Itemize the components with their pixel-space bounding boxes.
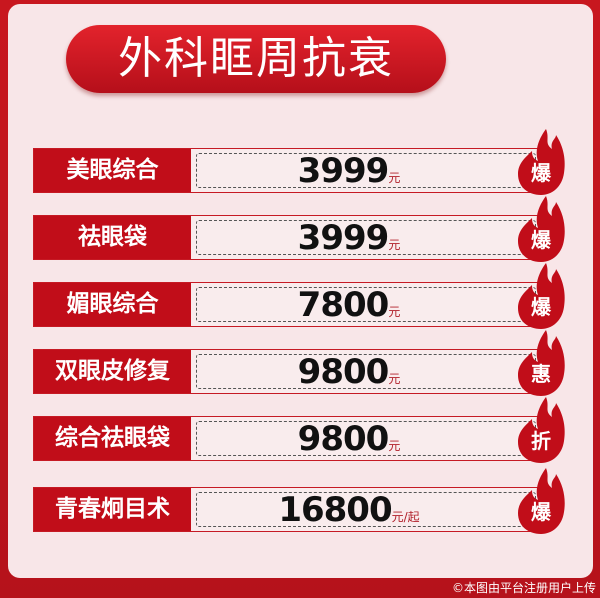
page-title: 外科眶周抗衰 [66, 25, 446, 93]
badge-text: 爆 [531, 161, 551, 185]
price-row: 双眼皮修复 9800元 惠 [33, 330, 565, 396]
price-unit: 元 [388, 238, 401, 252]
item-name: 祛眼袋 [34, 216, 191, 259]
price: 9800元 [196, 417, 502, 469]
item-name: 双眼皮修复 [34, 350, 191, 393]
price-row: 祛眼袋 3999元 爆 [33, 196, 565, 262]
price-value: 9800 [297, 419, 390, 459]
badge-text: 折 [531, 429, 551, 453]
item-name: 媚眼综合 [34, 283, 191, 326]
badge-text: 爆 [531, 295, 551, 319]
price-unit: 元 [388, 171, 401, 185]
flame-badge: 折 [516, 395, 566, 465]
flame-icon [518, 397, 565, 463]
flame-badge: 爆 [516, 127, 566, 197]
badge-text: 惠 [531, 362, 551, 386]
watermark: ©本图由平台注册用户上传 [451, 581, 596, 595]
flame-icon [518, 468, 565, 534]
price-row: 青春炯目术 16800元/起 爆 [33, 468, 565, 534]
price: 7800元 [196, 283, 502, 335]
price-value: 7800 [297, 285, 390, 325]
item-name: 综合祛眼袋 [34, 417, 191, 460]
price: 16800元/起 [196, 488, 502, 540]
flame-icon [518, 263, 565, 329]
price: 3999元 [196, 149, 502, 201]
flame-badge: 爆 [516, 261, 566, 331]
price-unit: 元 [388, 372, 401, 386]
flame-badge: 爆 [516, 194, 566, 264]
price-value: 3999 [297, 151, 390, 191]
item-name: 美眼综合 [34, 149, 191, 192]
price-row: 美眼综合 3999元 爆 [33, 129, 565, 195]
price-row: 综合祛眼袋 9800元 折 [33, 397, 565, 463]
price-unit: 元 [388, 439, 401, 453]
price-row: 媚眼综合 7800元 爆 [33, 263, 565, 329]
price-value: 16800 [278, 490, 392, 530]
price: 3999元 [196, 216, 502, 268]
item-name: 青春炯目术 [34, 488, 191, 531]
price: 9800元 [196, 350, 502, 402]
price-value: 3999 [297, 218, 390, 258]
price-value: 9800 [297, 352, 390, 392]
flame-icon [518, 129, 565, 195]
flame-badge: 爆 [516, 466, 566, 536]
badge-text: 爆 [531, 500, 551, 524]
flame-badge: 惠 [516, 328, 566, 398]
flame-icon [518, 330, 565, 396]
price-unit: 元 [388, 305, 401, 319]
flame-icon [518, 196, 565, 262]
badge-text: 爆 [531, 228, 551, 252]
price-unit: 元/起 [391, 510, 420, 524]
